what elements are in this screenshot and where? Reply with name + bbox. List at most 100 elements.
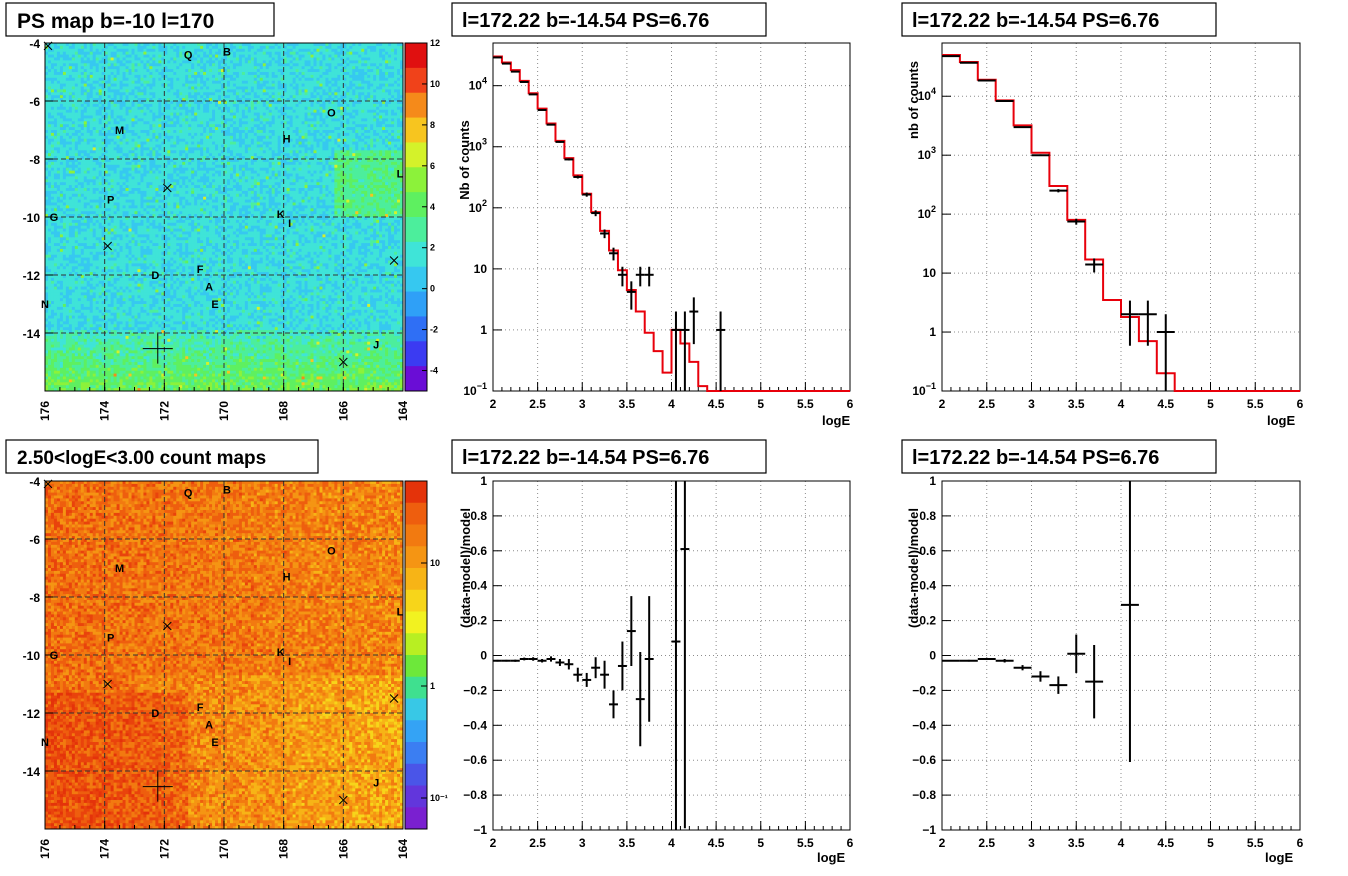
map-pixel [158,112,162,116]
map-pixel [125,57,129,61]
map-pixel [116,138,120,142]
map-pixel [77,190,82,195]
map-pixel [86,167,91,171]
map-pixel [161,257,165,261]
map-pixel [68,263,73,267]
map-pixel [92,83,97,87]
map-pixel [71,205,76,209]
map-pixel [164,196,168,200]
map-pixel [86,164,91,169]
map-pixel [143,77,147,82]
map-pixel [83,275,88,279]
map-pixel [92,350,97,354]
map-pixel [80,51,85,55]
map-pixel [119,144,123,148]
map-pixel [158,118,162,122]
map-pixel [98,57,103,61]
map-pixel [125,327,129,331]
map-pixel [134,382,138,386]
map-pixel [77,132,82,137]
map-pixel [56,225,61,229]
map-pixel [104,327,109,331]
map-pixel [77,77,82,82]
map-pixel [140,57,144,61]
map-pixel [71,170,76,174]
map-pixel [95,362,100,366]
map-pixel [164,263,168,267]
map-pixel [83,364,88,369]
map-pixel [143,321,147,325]
map-pixel [125,74,129,79]
map-pixel [110,347,115,351]
map-pixel [122,185,126,189]
map-pixel [161,161,165,166]
map-pixel [110,173,115,177]
map-pixel [158,86,162,90]
map-pixel [95,190,100,195]
map-pixel [59,43,64,47]
map-pixel [74,121,79,125]
map-pixel [92,196,97,200]
map-pixel [80,196,85,200]
map-pixel [167,130,171,134]
map-pixel [65,86,70,90]
map-pixel [116,324,120,328]
map-pixel [143,130,147,134]
map-pixel [68,208,73,212]
map-pixel [125,356,129,360]
map-pixel [146,254,150,258]
map-pixel [83,266,88,270]
map-pixel [59,298,64,302]
map-pixel [62,298,67,302]
map-pixel [59,353,64,357]
map-pixel [65,164,70,169]
map-pixel [50,240,55,244]
map-pixel [80,190,85,195]
map-pixel [167,72,171,76]
map-pixel [152,57,156,61]
map-pixel [122,353,126,357]
map-pixel [122,298,126,302]
map-pixel [104,173,109,177]
map-pixel [68,243,73,247]
map-pixel [101,196,106,200]
map-pixel [53,124,58,128]
map-pixel [122,318,126,322]
map-pixel [77,312,82,316]
map-pixel [146,74,150,79]
map-pixel [77,373,82,377]
map-pixel [140,257,144,261]
map-pixel [77,382,82,386]
map-pixel [80,370,85,374]
map-pixel [137,277,141,282]
map-pixel [62,170,67,174]
map-pixel [161,275,165,279]
map-pixel [122,202,126,206]
map-pixel [62,138,67,142]
map-pixel [47,167,52,171]
map-pixel [134,240,138,244]
map-pixel [95,356,100,360]
map-pixel [146,388,150,392]
map-pixel [143,231,147,235]
map-pixel [101,324,106,328]
map-pixel [137,109,141,113]
map-pixel [68,167,73,171]
map-pixel [53,219,58,224]
map-pixel [74,196,79,200]
map-pixel [164,43,168,47]
map-pixel [146,63,150,67]
map-pixel [77,327,82,331]
map-pixel [104,159,109,163]
map-pixel [134,199,138,203]
map-pixel [116,269,120,273]
map-pixel [119,341,123,345]
map-pixel [74,344,79,348]
map-pixel [122,280,126,285]
map-pixel [71,283,76,287]
map-pixel [71,188,76,192]
map-pixel [158,385,162,389]
map-pixel [137,89,141,93]
map-pixel [143,101,147,105]
map-pixel [45,179,49,183]
